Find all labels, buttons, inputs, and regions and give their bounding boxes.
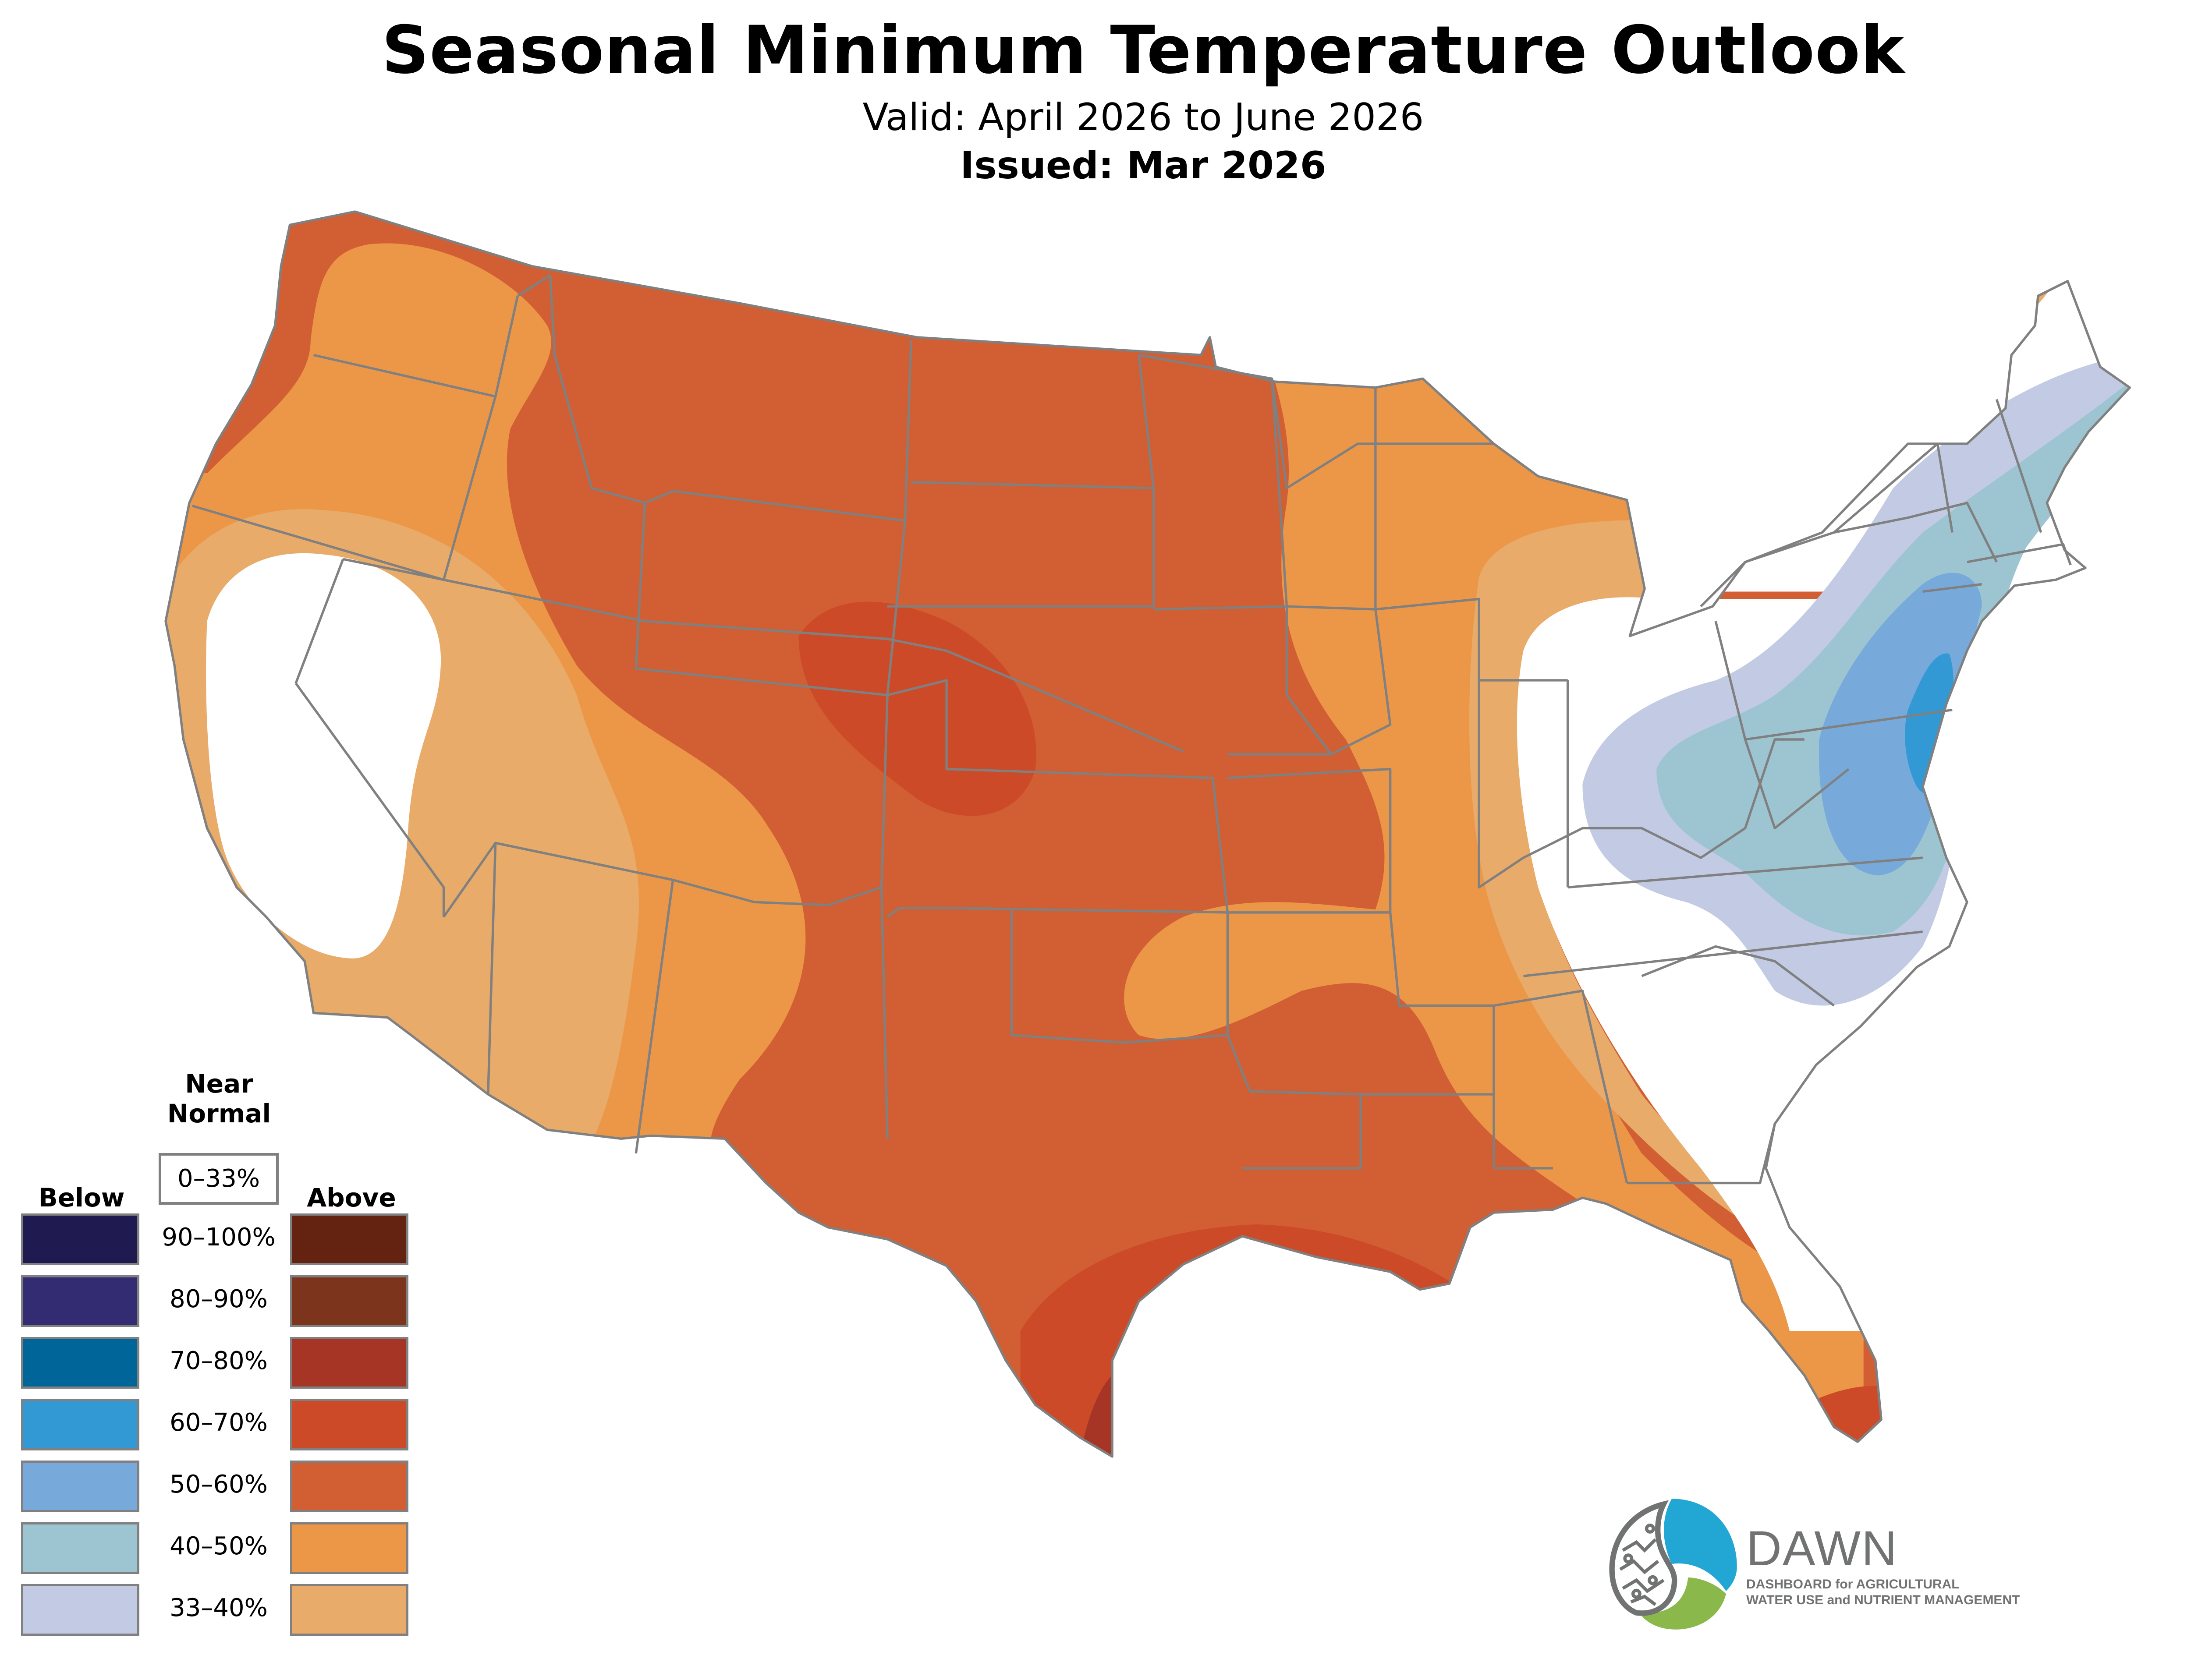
near-normal-west-region: [206, 553, 441, 958]
legend-below-swatch: [21, 1275, 139, 1327]
legend-near-normal-heading: Near Normal: [167, 1069, 271, 1128]
issued-date: Issued: Mar 2026: [960, 144, 1326, 187]
state-boundaries: [166, 212, 2130, 1457]
legend-range-label: 33–40%: [170, 1594, 268, 1622]
legend-range-label: 60–70%: [170, 1408, 268, 1437]
legend-range-label: 50–60%: [170, 1470, 268, 1499]
state-lines-west: [192, 274, 1229, 1154]
legend-range-label: 40–50%: [170, 1532, 268, 1560]
legend-above-swatch: [290, 1213, 408, 1265]
valid-period: Valid: April 2026 to June 2026: [862, 95, 1424, 139]
logo-name: DAWN: [1746, 1521, 1898, 1576]
legend-above-swatch: [290, 1337, 408, 1389]
legend-range-label: 90–100%: [162, 1223, 276, 1252]
legend-above-swatch: [290, 1399, 408, 1450]
legend-below-swatch: [21, 1584, 139, 1636]
legend-below-swatch: [21, 1461, 139, 1512]
logo-tagline-line2: WATER USE and NUTRIENT MANAGEMENT: [1746, 1593, 2020, 1607]
legend-above-heading: Above: [307, 1183, 396, 1213]
logo-tagline-line1: DASHBOARD for AGRICULTURAL: [1746, 1577, 1960, 1592]
legend-above-swatch: [290, 1275, 408, 1327]
legend-below-swatch: [21, 1337, 139, 1389]
state-lines-east: [1374, 387, 2072, 1007]
above-60-70-central-region: [798, 601, 1036, 816]
dawn-logo: [1609, 1499, 1737, 1630]
legend-near-normal-range: 0–33%: [159, 1153, 279, 1205]
legend-above-swatch: [290, 1522, 408, 1574]
legend-above-swatch: [290, 1461, 408, 1512]
legend-above-swatch: [290, 1584, 408, 1636]
above-33-40-east-region: [1469, 520, 1805, 1257]
legend-range-label: 70–80%: [170, 1347, 268, 1375]
below-50-60-region: [1819, 573, 1982, 876]
legend-below-swatch: [21, 1399, 139, 1450]
logo-water-drop-icon: [1664, 1499, 1737, 1591]
legend-range-label: 80–90%: [170, 1285, 268, 1313]
legend-below-heading: Below: [38, 1183, 125, 1213]
legend-below-swatch: [21, 1213, 139, 1265]
page-title: Seasonal Minimum Temperature Outlook: [382, 12, 1905, 88]
state-lines-central: [1010, 354, 1776, 1185]
logo-circuit-icon: [1609, 1500, 1677, 1616]
logo-leaf-icon: [1639, 1577, 1726, 1630]
logo-circuit-lines: [1619, 1523, 1665, 1606]
legend-below-swatch: [21, 1522, 139, 1574]
